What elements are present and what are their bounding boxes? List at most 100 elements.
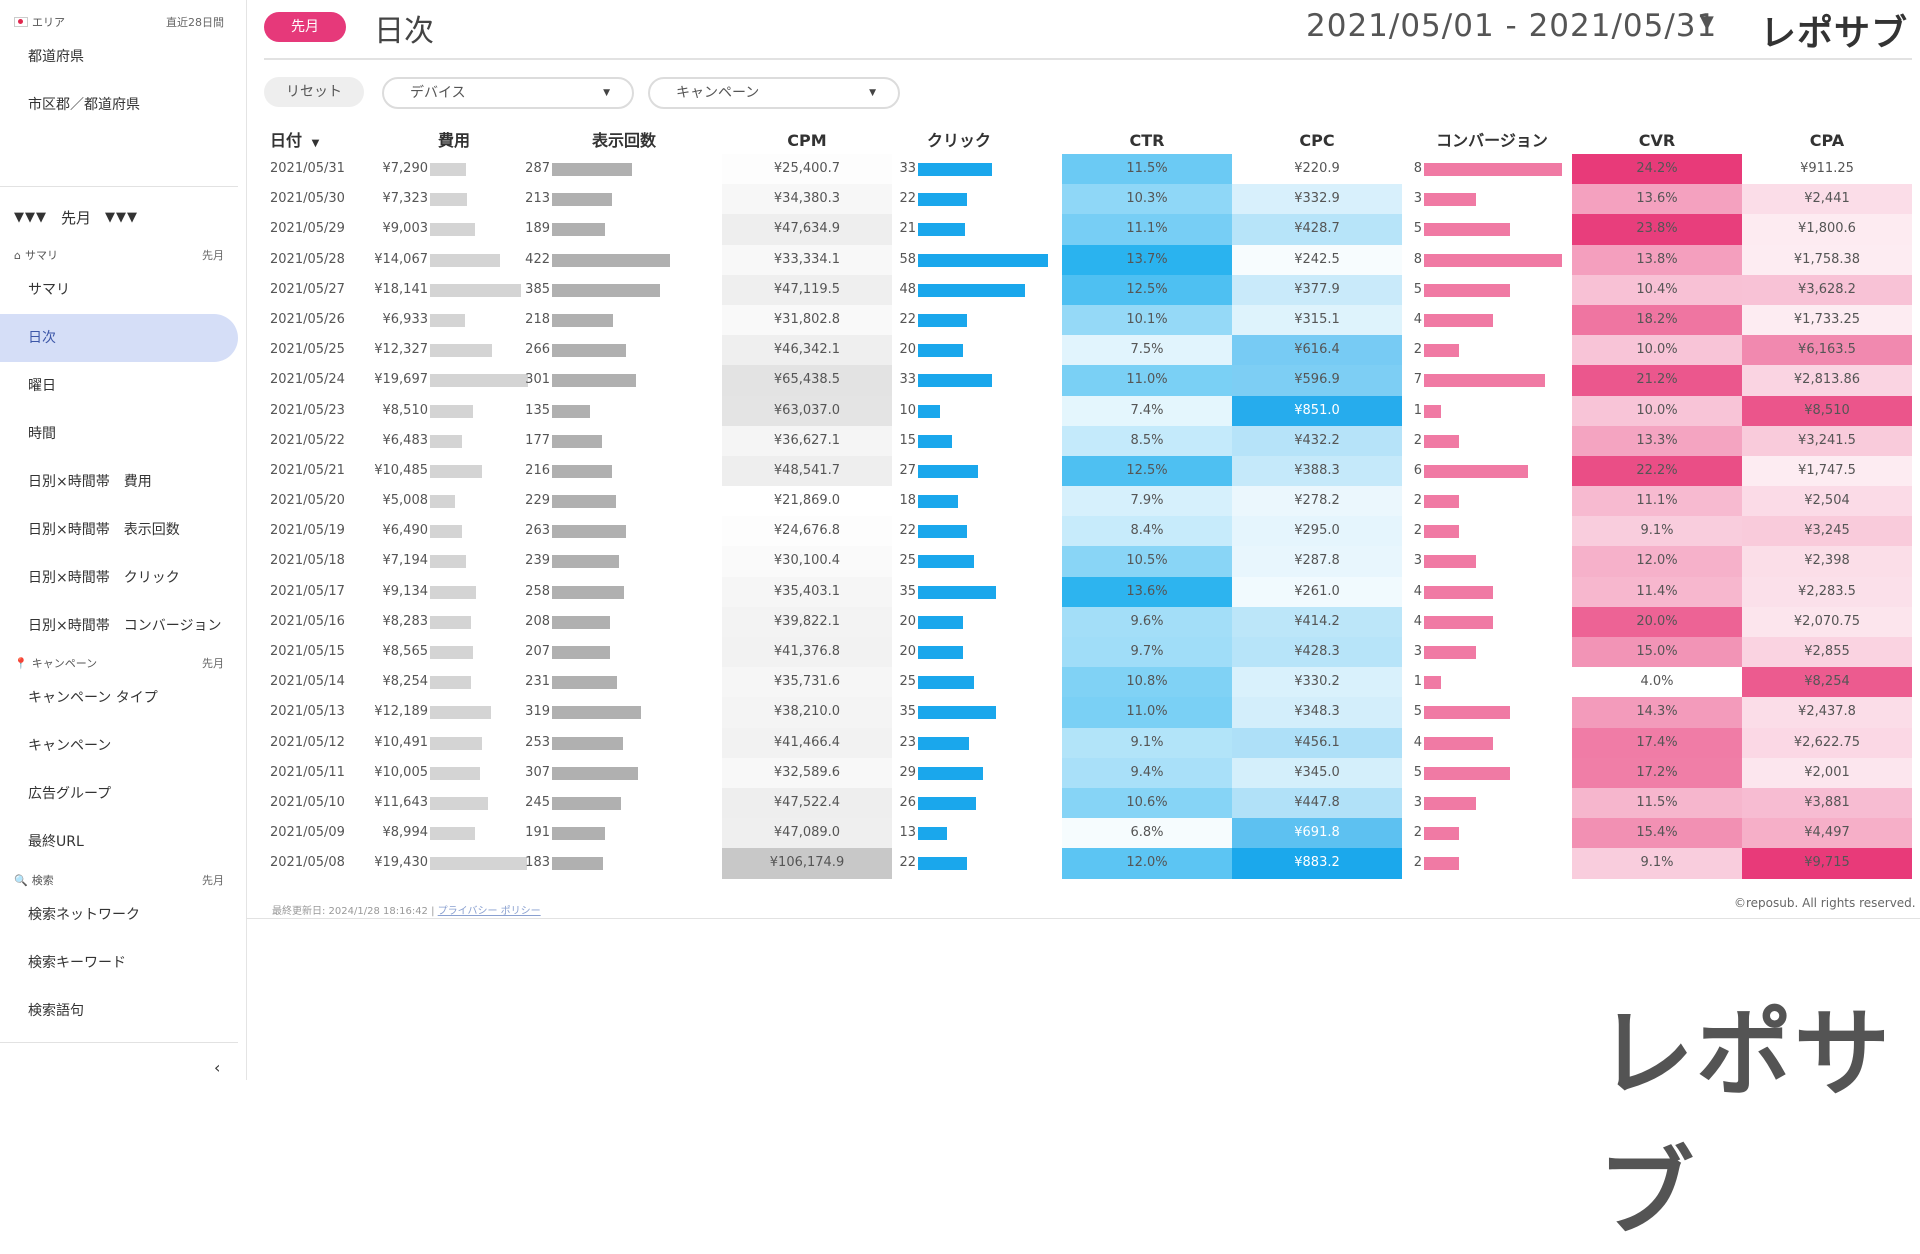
impressions-value: 287 <box>525 161 550 176</box>
conversions-bar <box>1424 766 1511 780</box>
cpm-cell: ¥24,676.8 <box>722 516 892 547</box>
cpc-cell: ¥332.9 <box>1232 184 1402 215</box>
sidebar-item-summary[interactable]: サマリ <box>28 282 70 298</box>
column-header-cpm[interactable]: CPM <box>787 131 827 150</box>
table-row[interactable]: 2021/05/13 ¥12,189 319 ¥38,210.0 35 11.0% ¥348… <box>264 697 1914 728</box>
conversions-bar <box>1424 706 1511 720</box>
cost-bar <box>430 193 467 207</box>
table-row[interactable]: 2021/05/16 ¥8,283 208 ¥39,822.1 20 9.6% ¥414.2… <box>264 606 1914 637</box>
table-row[interactable]: 2021/05/20 ¥5,008 229 ¥21,869.0 18 7.9% ¥278.2… <box>264 486 1914 517</box>
clicks-value: 13 <box>899 825 916 841</box>
table-body: 2021/05/31 ¥7,290 287 ¥25,400.7 33 11.5% ¥220.… <box>264 154 1914 879</box>
table-row[interactable]: 2021/05/22 ¥6,483 177 ¥36,627.1 15 8.5% ¥432.2… <box>264 425 1914 456</box>
sidebar-item-day-hour-clicks[interactable]: 日別×時間帯 クリック <box>28 570 180 586</box>
table-row[interactable]: 2021/05/24 ¥19,697 301 ¥65,438.5 33 11.0% ¥596… <box>264 365 1914 396</box>
campaign-section-header: 📍 キャンペーン 先月 <box>14 655 224 671</box>
table-row[interactable]: 2021/05/09 ¥8,994 191 ¥47,089.0 13 6.8% ¥691.8… <box>264 818 1914 849</box>
collapse-sidebar-icon[interactable]: ‹ <box>214 1058 221 1077</box>
cost-bar <box>430 253 501 267</box>
month-selector[interactable]: ▼▼▼ 先月 ▼▼▼ <box>14 207 138 228</box>
ctr-cell: 9.1% <box>1062 727 1232 758</box>
cpm-cell: ¥30,100.4 <box>722 546 892 577</box>
table-row[interactable]: 2021/05/11 ¥10,005 307 ¥32,589.6 29 9.4% ¥345.… <box>264 757 1914 788</box>
table-row[interactable]: 2021/05/18 ¥7,194 239 ¥30,100.4 25 10.5% ¥287.… <box>264 546 1914 577</box>
cpc-cell: ¥220.9 <box>1232 154 1402 185</box>
sidebar-item-hour[interactable]: 時間 <box>28 426 56 442</box>
cpm-cell: ¥35,731.6 <box>722 667 892 698</box>
column-header-cpc[interactable]: CPC <box>1299 131 1335 150</box>
table-row[interactable]: 2021/05/28 ¥14,067 422 ¥33,334.1 58 13.7% ¥242… <box>264 244 1914 275</box>
clicks-value: 35 <box>899 583 916 599</box>
table-row[interactable]: 2021/05/10 ¥11,643 245 ¥47,522.4 26 10.6% ¥447… <box>264 787 1914 819</box>
table-row[interactable]: 2021/05/08 ¥19,430 183 ¥106,174.9 22 12.0% ¥88… <box>264 848 1914 879</box>
sidebar-item-day-hour-impressions[interactable]: 日別×時間帯 表示回数 <box>28 522 180 538</box>
column-header-cpa[interactable]: CPA <box>1809 131 1845 150</box>
privacy-policy-link[interactable]: プライバシー ポリシー <box>437 906 541 917</box>
column-header-cost[interactable]: 費用 <box>437 131 470 150</box>
column-header-ctr[interactable]: CTR <box>1129 131 1165 150</box>
sidebar-item-campaign[interactable]: キャンペーン <box>28 738 112 754</box>
sidebar-item-search-network[interactable]: 検索ネットワーク <box>28 907 140 923</box>
sidebar-item-search-query[interactable]: 検索語句 <box>28 1003 84 1019</box>
table-row[interactable]: 2021/05/14 ¥8,254 231 ¥35,731.6 25 10.8% ¥330.… <box>264 667 1914 698</box>
cpc-cell: ¥348.3 <box>1232 697 1402 728</box>
campaign-filter-dropdown[interactable]: キャンペーン ▼ <box>648 77 900 109</box>
impressions-value: 229 <box>525 493 550 509</box>
sidebar-item-daily[interactable]: 日次 <box>0 314 238 362</box>
cvr-cell: 9.1% <box>1572 848 1742 879</box>
clicks-value: 18 <box>899 493 916 509</box>
table-row[interactable]: 2021/05/27 ¥18,141 385 ¥47,119.5 48 12.5% ¥377… <box>264 274 1914 305</box>
reset-button[interactable]: リセット <box>264 77 364 107</box>
sidebar-item-search-keyword[interactable]: 検索キーワード <box>28 955 126 971</box>
ctr-cell: 9.6% <box>1062 606 1232 637</box>
ctr-cell: 10.5% <box>1062 546 1232 577</box>
sidebar-item-city[interactable]: 市区郡／都道府県 <box>28 97 140 113</box>
column-header-cvr[interactable]: CVR <box>1638 131 1676 150</box>
cpc-cell: ¥388.3 <box>1232 455 1402 487</box>
sidebar-item-prefecture[interactable]: 都道府県 <box>28 49 84 65</box>
table-row[interactable]: 2021/05/25 ¥12,327 266 ¥46,342.1 20 7.5% ¥616.… <box>264 335 1914 366</box>
cpa-cell: ¥2,398 <box>1742 546 1912 577</box>
date-range-picker[interactable]: 2021/05/01 - 2021/05/31 <box>1306 8 1718 44</box>
ctr-cell: 7.5% <box>1062 335 1232 366</box>
sidebar-item-ad-group[interactable]: 広告グループ <box>28 786 112 802</box>
impressions-value: 183 <box>525 855 550 871</box>
table-row[interactable]: 2021/05/29 ¥9,003 189 ¥47,634.9 21 11.1% ¥428.… <box>264 214 1914 245</box>
cpc-cell: ¥242.5 <box>1232 244 1402 275</box>
impressions-bar <box>552 495 617 509</box>
cost-value: ¥19,697 <box>374 372 428 388</box>
cost-bar <box>430 857 528 871</box>
date-cell: 2021/05/19 <box>270 523 345 539</box>
sidebar-item-campaign-type[interactable]: キャンペーン タイプ <box>28 690 158 706</box>
sidebar-item-day-hour-conversions[interactable]: 日別×時間帯 コンバージョン <box>28 618 222 634</box>
impressions-value: 135 <box>525 402 550 418</box>
clicks-value: 20 <box>899 644 916 659</box>
column-header-clicks[interactable]: クリック <box>926 131 991 150</box>
column-header-date[interactable]: 日付 ▼ <box>270 128 350 154</box>
table-row[interactable]: 2021/05/15 ¥8,565 207 ¥41,376.8 20 9.7% ¥428.3… <box>264 637 1914 668</box>
sidebar-item-weekday[interactable]: 曜日 <box>28 378 56 394</box>
ctr-cell: 9.4% <box>1062 757 1232 788</box>
date-cell: 2021/05/20 <box>270 493 345 509</box>
column-header-conversions[interactable]: コンバージョン <box>1436 131 1548 150</box>
cpc-cell: ¥428.7 <box>1232 214 1402 245</box>
cpm-cell: ¥65,438.5 <box>722 365 892 396</box>
table-row[interactable]: 2021/05/12 ¥10,491 253 ¥41,466.4 23 9.1% ¥456.… <box>264 727 1914 758</box>
sidebar-item-day-hour-cost[interactable]: 日別×時間帯 費用 <box>28 474 152 490</box>
clicks-bar <box>918 163 992 176</box>
table-row[interactable]: 2021/05/31 ¥7,290 287 ¥25,400.7 33 11.5% ¥220.… <box>264 154 1914 185</box>
table-row[interactable]: 2021/05/23 ¥8,510 135 ¥63,037.0 10 7.4% ¥851.0… <box>264 395 1914 426</box>
impressions-bar <box>552 223 605 237</box>
conversions-value: 1 <box>1413 402 1422 418</box>
device-filter-dropdown[interactable]: デバイス ▼ <box>382 77 634 109</box>
sidebar-item-final-url[interactable]: 最終URL <box>28 834 84 850</box>
cost-bar <box>430 495 456 509</box>
table-row[interactable]: 2021/05/21 ¥10,485 216 ¥48,541.7 27 12.5% ¥388… <box>264 455 1914 487</box>
table-row[interactable]: 2021/05/17 ¥9,134 258 ¥35,403.1 35 13.6% ¥261.… <box>264 576 1914 607</box>
table-row[interactable]: 2021/05/30 ¥7,323 213 ¥34,380.3 22 10.3% ¥332.… <box>264 184 1914 215</box>
table-row[interactable]: 2021/05/26 ¥6,933 218 ¥31,802.8 22 10.1% ¥315.… <box>264 304 1914 336</box>
cost-value: ¥7,323 <box>382 191 429 207</box>
date-range-dropdown-icon[interactable]: ▼ <box>1700 12 1714 33</box>
table-row[interactable]: 2021/05/19 ¥6,490 263 ¥24,676.8 22 8.4% ¥295.0… <box>264 516 1914 547</box>
column-header-impressions[interactable]: 表示回数 <box>591 131 656 150</box>
